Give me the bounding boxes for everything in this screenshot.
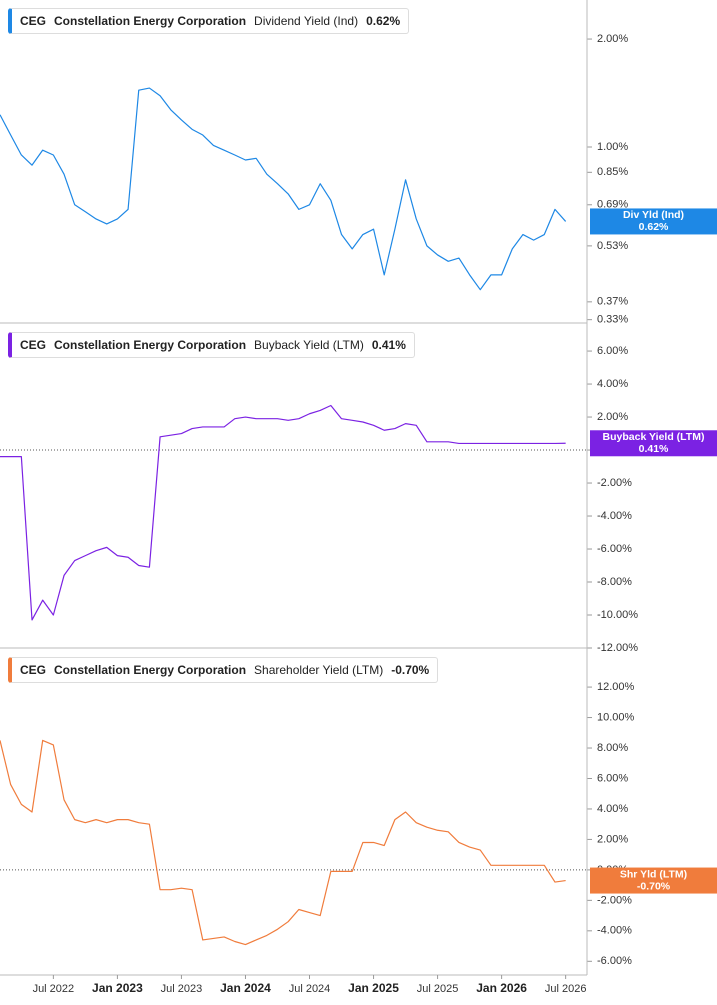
y-tick-label: 12.00% xyxy=(597,681,635,693)
metric-name: Shareholder Yield (LTM) xyxy=(254,663,384,677)
badge-label: Div Yld (Ind) xyxy=(623,209,684,221)
x-tick-label: Jan 2023 xyxy=(92,981,143,995)
y-tick-label: 2.00% xyxy=(597,33,628,45)
metric-name: Buyback Yield (LTM) xyxy=(254,338,364,352)
badge-value: 0.41% xyxy=(639,443,669,455)
panel-header: CEG Constellation Energy Corporation Divid… xyxy=(8,8,410,34)
company-name: Constellation Energy Corporation xyxy=(54,338,247,352)
y-tick-label: 8.00% xyxy=(597,742,628,754)
lines-layer: 2.00% 1.00% 0.85% 0.69% 0.53% 0.37% 0.33% 6.00%… xyxy=(0,0,638,995)
x-tick-label: Jul 2024 xyxy=(289,983,331,995)
y-tick-label: 10.00% xyxy=(597,711,635,723)
y-tick-label: 2.00% xyxy=(597,411,628,423)
y-tick-label: -2.00% xyxy=(597,894,632,906)
ticker: CEG xyxy=(20,663,47,677)
y-tick-label: 6.00% xyxy=(597,345,628,357)
ticker: CEG xyxy=(20,338,47,352)
current-value: -0.70% xyxy=(391,663,430,677)
x-tick-label: Jan 2025 xyxy=(348,981,399,995)
x-tick-label: Jan 2024 xyxy=(220,981,271,995)
badge-label: Buyback Yield (LTM) xyxy=(603,431,705,443)
badge-value: 0.62% xyxy=(639,221,669,233)
x-tick-label: Jul 2022 xyxy=(33,983,75,995)
y-tick-label: -10.00% xyxy=(597,609,638,621)
y-tick-label: 2.00% xyxy=(597,833,628,845)
y-tick-label: 0.69% xyxy=(597,199,628,211)
y-tick-label: 1.00% xyxy=(597,141,628,153)
ticker: CEG xyxy=(20,14,47,28)
y-tick-label: -2.00% xyxy=(597,477,632,489)
y-tick-label: -4.00% xyxy=(597,925,632,937)
metric-name: Dividend Yield (Ind) xyxy=(254,14,359,28)
x-tick-label: Jul 2026 xyxy=(545,983,587,995)
value-badge xyxy=(590,430,717,457)
value-badge xyxy=(590,208,717,235)
y-tick-label: 0.37% xyxy=(597,296,628,308)
company-name: Constellation Energy Corporation xyxy=(54,663,247,677)
panel-header: CEG Constellation Energy Corporation Buyba… xyxy=(8,332,415,358)
y-tick-label: -6.00% xyxy=(597,543,632,555)
y-tick-label: -4.00% xyxy=(597,510,632,522)
y-tick-label: 6.00% xyxy=(597,772,628,784)
badge-label: Shr Yld (LTM) xyxy=(620,868,687,880)
x-tick-label: Jan 2026 xyxy=(476,981,527,995)
company-name: Constellation Energy Corporation xyxy=(54,14,247,28)
badge-value: -0.70% xyxy=(637,880,671,892)
panel-header: CEG Constellation Energy Corporation Share… xyxy=(8,657,439,683)
series-line xyxy=(0,404,566,621)
y-tick-label: 4.00% xyxy=(597,378,628,390)
series-line xyxy=(0,739,566,946)
y-tick-label: -8.00% xyxy=(597,576,632,588)
y-tick-label: -12.00% xyxy=(597,642,638,654)
labels-layer: Div Yld (Ind)0.62% Buyback Yield (LTM)0.4… xyxy=(590,208,717,894)
x-tick-label: Jul 2025 xyxy=(417,983,459,995)
series-line xyxy=(0,87,567,291)
y-tick-label: 4.00% xyxy=(597,803,628,815)
value-badge xyxy=(590,867,717,894)
x-tick-label: Jul 2023 xyxy=(161,983,203,995)
current-value: 0.62% xyxy=(366,14,401,28)
current-value: 0.41% xyxy=(371,338,406,352)
y-tick-label: 0.33% xyxy=(597,314,628,326)
y-tick-label: 0.85% xyxy=(597,166,628,178)
y-tick-label: -6.00% xyxy=(597,955,632,967)
y-tick-label: 0.53% xyxy=(597,240,628,252)
